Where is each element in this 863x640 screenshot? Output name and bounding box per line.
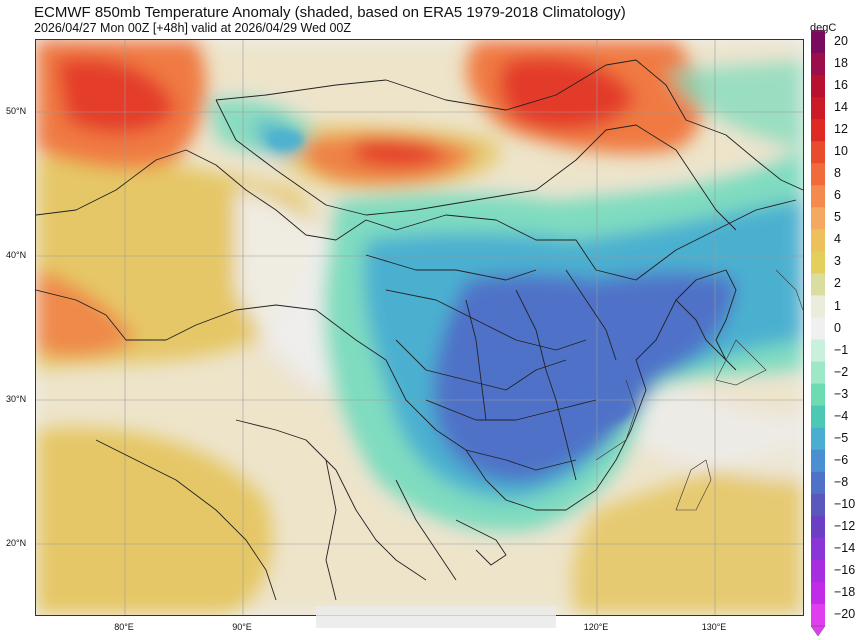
colorbar-tick-label: 5 [834, 210, 841, 225]
colorbar-swatch [811, 295, 825, 318]
colorbar-swatch [811, 185, 825, 208]
anomaly-map [35, 39, 804, 616]
colorbar-tick-label: 20 [834, 34, 848, 48]
colorbar-tick-label: −12 [834, 518, 856, 533]
colorbar-swatch [811, 383, 825, 407]
colorbar-swatch [811, 493, 825, 517]
colorbar-swatch [811, 229, 825, 252]
anomaly-core-very-cold [578, 387, 634, 423]
colorbar-swatch [811, 119, 825, 142]
colorbar-tick-label: 18 [834, 56, 848, 70]
anomaly-field [36, 40, 803, 615]
colorbar-tick-label: −6 [834, 452, 849, 467]
colorbar-swatch [811, 31, 825, 54]
colorbar-swatch [811, 515, 825, 539]
colorbar-tick-label: −10 [834, 496, 856, 511]
colorbar-swatch [811, 604, 825, 627]
colorbar-tick-label: 12 [834, 122, 848, 137]
lon-label-90e: 90°E [232, 622, 252, 632]
lat-label-20n: 20°N [6, 538, 27, 548]
colorbar-swatch [811, 163, 825, 186]
colorbar-tick-label: −18 [834, 585, 856, 599]
colorbar-swatch [811, 251, 825, 274]
map-subtitle: 2026/04/27 Mon 00Z [+48h] valid at 2026/… [34, 21, 352, 35]
anomaly-region-mild [572, 440, 803, 615]
colorbar-tick-label: 0 [834, 320, 841, 335]
colorbar-tick-label: −14 [834, 540, 856, 555]
watermark-overlay [316, 606, 556, 628]
colorbar-swatch [811, 581, 825, 605]
colorbar-swatch [811, 471, 825, 495]
colorbar-tick-label: −20 [834, 607, 856, 621]
lat-label-40n: 40°N [6, 250, 27, 260]
map-title: ECMWF 850mb Temperature Anomaly (shaded,… [34, 4, 626, 21]
colorbar-swatch [811, 559, 825, 583]
anomaly-region-warm-strong [56, 57, 176, 134]
anomaly-core-very-cold [456, 310, 536, 370]
colorbar-tick-label: 8 [834, 166, 841, 181]
lon-label-120e: 120°E [583, 622, 609, 632]
colorbar-min-arrow [810, 625, 826, 637]
colorbar-tick-label: 3 [834, 254, 841, 269]
colorbar-swatch [811, 405, 825, 429]
anomaly-region-neutral [636, 370, 803, 480]
colorbar-tick-label: −5 [834, 430, 849, 445]
colorbar-swatch [811, 273, 825, 296]
colorbar-swatch [811, 207, 825, 230]
colorbar-tick-label: 14 [834, 100, 848, 115]
anomaly-region-warm [36, 270, 136, 357]
colorbar-tick-label: −8 [834, 474, 849, 489]
graticule [36, 40, 803, 615]
colorbar-max-arrow [810, 30, 826, 32]
colorbar-tick-label: −4 [834, 408, 849, 423]
colorbar-swatch [811, 449, 825, 473]
lon-label-130e: 130°E [701, 622, 727, 632]
boundaries [36, 59, 803, 601]
colorbar-swatch [811, 141, 825, 164]
colorbar-swatch [811, 53, 825, 76]
colorbar-swatch [811, 339, 825, 362]
colorbar-swatch [811, 361, 825, 385]
coastline [595, 269, 803, 511]
colorbar-tick-label: 2 [834, 276, 841, 291]
colorbar-swatch [811, 317, 825, 340]
anomaly-region-mild [36, 427, 273, 615]
colorbar-tick-label: −16 [834, 562, 856, 577]
colorbar-tick-label: 4 [834, 232, 841, 247]
colorbar [810, 30, 826, 637]
anomaly-core-cold [268, 130, 304, 150]
colorbar-tick-label: 10 [834, 144, 848, 159]
colorbar-tick-label: 6 [834, 188, 841, 203]
colorbar-swatch [811, 537, 825, 561]
colorbar-tick-label: 1 [834, 298, 841, 313]
colorbar-tick-label: −3 [834, 386, 849, 401]
colorbar-tick-label: −1 [834, 342, 849, 357]
colorbar-tick-label: 16 [834, 78, 848, 93]
anomaly-region-cool [666, 60, 803, 150]
colorbar-swatch [811, 427, 825, 451]
lon-label-80e: 80°E [114, 622, 134, 632]
colorbar-tick-label: −2 [834, 364, 849, 379]
colorbar-swatch [811, 75, 825, 98]
lat-label-50n: 50°N [6, 106, 27, 116]
lat-label-30n: 30°N [6, 394, 27, 404]
anomaly-region-warm-strong [356, 138, 446, 167]
colorbar-swatch [811, 97, 825, 120]
